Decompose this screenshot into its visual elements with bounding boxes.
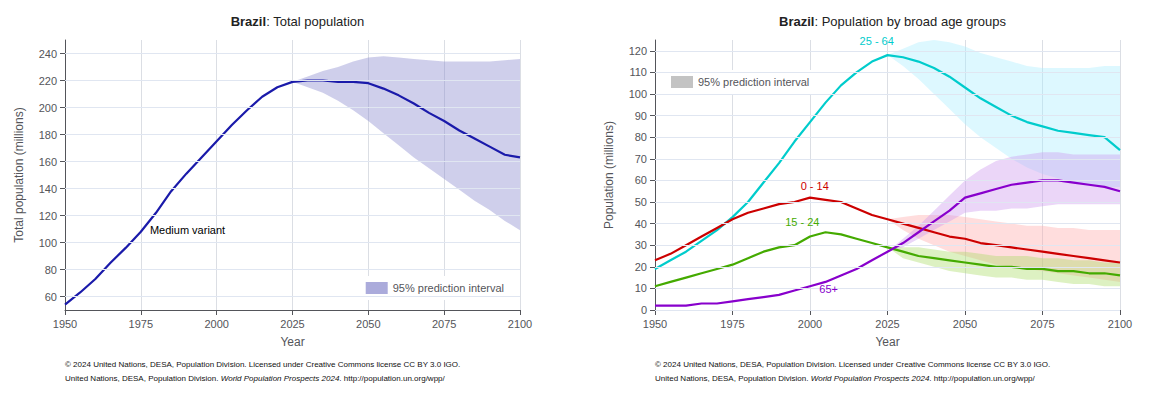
svg-text:1950: 1950 bbox=[643, 318, 667, 330]
svg-text:10: 10 bbox=[635, 282, 647, 294]
svg-text:1975: 1975 bbox=[129, 318, 153, 330]
svg-text:140: 140 bbox=[39, 183, 57, 195]
svg-text:: Population by broad age grou: : Population by broad age groups bbox=[814, 14, 1006, 29]
svg-text:30: 30 bbox=[635, 239, 647, 251]
svg-text:20: 20 bbox=[635, 261, 647, 273]
svg-text:120: 120 bbox=[629, 45, 647, 57]
svg-text:United Nations, DESA, Populati: United Nations, DESA, Population Divisio… bbox=[65, 374, 221, 383]
svg-text:Brazil: Brazil bbox=[779, 14, 814, 29]
svg-text:110: 110 bbox=[629, 66, 647, 78]
svg-text:70: 70 bbox=[635, 153, 647, 165]
svg-text:80: 80 bbox=[635, 131, 647, 143]
svg-text:2025: 2025 bbox=[875, 318, 899, 330]
svg-text:Population (millions): Population (millions) bbox=[602, 121, 616, 229]
svg-text:160: 160 bbox=[39, 156, 57, 168]
svg-text:200: 200 bbox=[39, 102, 57, 114]
svg-text:Brazil: Brazil bbox=[231, 14, 266, 29]
svg-text:220: 220 bbox=[39, 75, 57, 87]
svg-text:1950: 1950 bbox=[53, 318, 77, 330]
svg-text:. http://population.un.org/wpp: . http://population.un.org/wpp/ bbox=[339, 374, 445, 383]
svg-text:Year: Year bbox=[280, 335, 304, 349]
svg-text:95% prediction interval: 95% prediction interval bbox=[698, 76, 809, 88]
svg-text:2100: 2100 bbox=[1108, 318, 1132, 330]
svg-text:240: 240 bbox=[39, 48, 57, 60]
svg-text:100: 100 bbox=[629, 88, 647, 100]
svg-text:95% prediction interval: 95% prediction interval bbox=[393, 282, 504, 294]
svg-text:World Population Prospects 202: World Population Prospects 2024 bbox=[811, 374, 930, 383]
svg-text:Medium variant: Medium variant bbox=[150, 224, 225, 236]
svg-text:Total population (millions): Total population (millions) bbox=[12, 107, 26, 242]
svg-text:2000: 2000 bbox=[798, 318, 822, 330]
svg-text:2050: 2050 bbox=[356, 318, 380, 330]
svg-text:120: 120 bbox=[39, 210, 57, 222]
svg-text:50: 50 bbox=[635, 196, 647, 208]
svg-text:180: 180 bbox=[39, 129, 57, 141]
svg-text:World Population Prospects 202: World Population Prospects 2024 bbox=[221, 374, 340, 383]
svg-text:90: 90 bbox=[635, 110, 647, 122]
svg-text:Year: Year bbox=[875, 335, 899, 349]
svg-text:80: 80 bbox=[45, 264, 57, 276]
svg-text:0: 0 bbox=[641, 304, 647, 316]
svg-text:25 - 64: 25 - 64 bbox=[860, 35, 894, 47]
svg-text:2000: 2000 bbox=[204, 318, 228, 330]
svg-text:2075: 2075 bbox=[432, 318, 456, 330]
svg-text:2100: 2100 bbox=[508, 318, 532, 330]
svg-text:60: 60 bbox=[45, 291, 57, 303]
svg-text:100: 100 bbox=[39, 237, 57, 249]
svg-text:15 - 24: 15 - 24 bbox=[785, 216, 819, 228]
svg-text:. http://population.un.org/wpp: . http://population.un.org/wpp/ bbox=[929, 374, 1035, 383]
svg-text:40: 40 bbox=[635, 218, 647, 230]
svg-text:2075: 2075 bbox=[1030, 318, 1054, 330]
svg-text:0 - 14: 0 - 14 bbox=[801, 180, 829, 192]
svg-text:© 2024 United Nations, DESA, P: © 2024 United Nations, DESA, Population … bbox=[655, 360, 1050, 369]
svg-text:1975: 1975 bbox=[720, 318, 744, 330]
svg-text:60: 60 bbox=[635, 174, 647, 186]
svg-text:© 2024 United Nations, DESA, P: © 2024 United Nations, DESA, Population … bbox=[65, 360, 460, 369]
svg-text:2050: 2050 bbox=[953, 318, 977, 330]
svg-text:65+: 65+ bbox=[819, 283, 838, 295]
svg-text:2025: 2025 bbox=[280, 318, 304, 330]
svg-text:United Nations, DESA, Populati: United Nations, DESA, Population Divisio… bbox=[655, 374, 811, 383]
svg-text:: Total population: : Total population bbox=[266, 14, 364, 29]
